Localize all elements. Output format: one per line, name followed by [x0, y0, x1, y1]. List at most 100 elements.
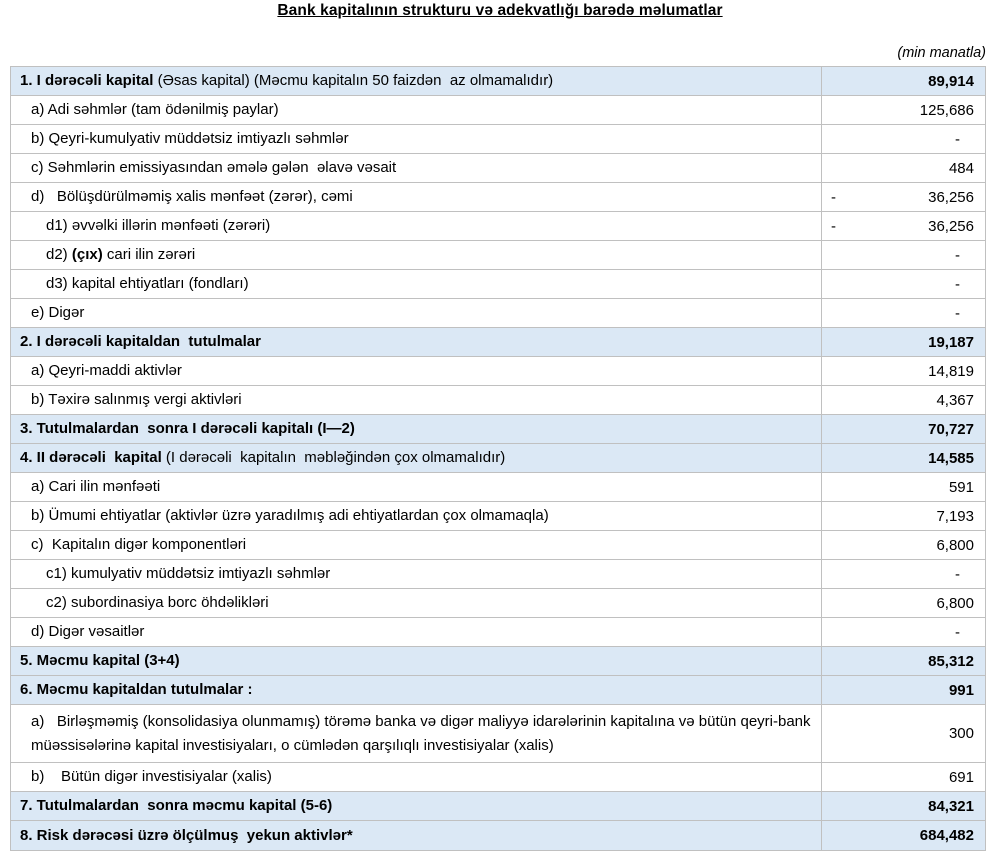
row-label-part: 7. Tutulmalardan sonra məcmu kapital (5-… [20, 797, 333, 815]
table-row: a) Adi səhmlər (tam ödənilmiş paylar) 125… [11, 96, 985, 125]
table-row: d2) (çıx) cari ilin zərəri - [11, 241, 985, 270]
row-label: b) Ümumi ehtiyatlar (aktivlər üzrə yarad… [11, 502, 821, 530]
row-value-number: 19,187 [928, 333, 974, 351]
row-value-number: 484 [948, 159, 974, 177]
table-row: a) Qeyri-maddi aktivlər 14,819 [11, 357, 985, 386]
row-label-text: d1) əvvəlki illərin mənfəəti (zərəri) [46, 214, 270, 237]
row-label-part: 3. Tutulmalardan sonra I dərəcəli kapita… [20, 420, 355, 438]
row-label: 5. Məcmu kapital (3+4) [11, 647, 821, 675]
row-label: 1. I dərəcəli kapital (Əsas kapital) (Mə… [11, 67, 821, 95]
row-label-text: 3. Tutulmalardan sonra I dərəcəli kapita… [20, 417, 355, 440]
row-label-text: e) Digər [31, 301, 84, 324]
table-row: c) Səhmlərin emissiyasından əmələ gələn … [11, 154, 985, 183]
row-label: b) Təxirə salınmış vergi aktivləri [11, 386, 821, 414]
row-label: c1) kumulyativ müddətsiz imtiyazlı səhml… [11, 560, 821, 588]
row-value-number: - [955, 275, 960, 293]
row-label-text: d2) (çıx) cari ilin zərəri [46, 243, 195, 266]
row-value: - [821, 560, 985, 588]
row-value-number: 6,800 [936, 536, 974, 554]
row-value: - [821, 241, 985, 269]
row-label-text: 7. Tutulmalardan sonra məcmu kapital (5-… [20, 794, 332, 817]
row-value: 991 [821, 676, 985, 704]
row-value: 591 [821, 473, 985, 501]
row-label-part: b) Ümumi ehtiyatlar (aktivlər üzrə yarad… [31, 507, 549, 525]
row-label-text: b) Təxirə salınmış vergi aktivləri [31, 388, 242, 411]
row-value-number: 991 [948, 681, 974, 699]
row-label-part: d3) kapital ehtiyatları (fondları) [46, 275, 249, 293]
row-label-text: d) Bölüşdürülməmiş xalis mənfəət (zərər)… [31, 185, 353, 208]
table-row: d1) əvvəlki illərin mənfəəti (zərəri) - 36… [11, 212, 985, 241]
row-value-number: 691 [948, 768, 974, 786]
row-label: 6. Məcmu kapitaldan tutulmalar : [11, 676, 821, 704]
row-label-text: d) Digər vəsaitlər [31, 620, 144, 643]
row-label-part: (I dərəcəli kapitalın məbləğindən çox ol… [165, 449, 506, 467]
table-row: 2. I dərəcəli kapitaldan tutulmalar 19,18… [11, 328, 985, 357]
row-label-part: a) Qeyri-maddi aktivlər [31, 362, 182, 380]
row-label-text: 8. Risk dərəcəsi üzrə ölçülmuş yekun akt… [20, 824, 353, 847]
capital-structure-table: 1. I dərəcəli kapital (Əsas kapital) (Mə… [10, 66, 986, 851]
row-label-text: a) Birləşməmiş (konsolidasiya olunmamış)… [31, 710, 815, 757]
row-label-text: a) Cari ilin mənfəəti [31, 475, 160, 498]
table-row: a) Birləşməmiş (konsolidasiya olunmamış)… [11, 705, 985, 763]
row-value: 84,321 [821, 792, 985, 820]
row-label: d) Bölüşdürülməmiş xalis mənfəət (zərər)… [11, 183, 821, 211]
row-label: 7. Tutulmalardan sonra məcmu kapital (5-… [11, 792, 821, 820]
row-value-number: 4,367 [936, 391, 974, 409]
row-label-text: 4. II dərəcəli kapital (I dərəcəli kapit… [20, 446, 505, 469]
row-value: 70,727 [821, 415, 985, 443]
row-value: 6,800 [821, 589, 985, 617]
row-value-number: - [955, 130, 960, 148]
row-label: b) Qeyri-kumulyativ müddətsiz imtiyazlı … [11, 125, 821, 153]
row-label: e) Digər [11, 299, 821, 327]
row-value-number: 70,727 [928, 420, 974, 438]
row-label-part: d2) [46, 246, 72, 264]
row-label-text: 1. I dərəcəli kapital (Əsas kapital) (Mə… [20, 69, 553, 92]
row-value-number: 36,256 [928, 188, 974, 206]
row-label: 4. II dərəcəli kapital (I dərəcəli kapit… [11, 444, 821, 472]
row-value-number: 125,686 [919, 101, 974, 119]
row-label-text: a) Qeyri-maddi aktivlər [31, 359, 182, 382]
row-label-text: b) Bütün digər investisiyalar (xalis) [31, 765, 272, 788]
row-value-number: - [955, 565, 960, 583]
table-row: 4. II dərəcəli kapital (I dərəcəli kapit… [11, 444, 985, 473]
row-value-number: 85,312 [928, 652, 974, 670]
row-label-part: e) Digər [31, 304, 85, 322]
row-label-text: a) Adi səhmlər (tam ödənilmiş paylar) [31, 98, 279, 121]
table-row: 1. I dərəcəli kapital (Əsas kapital) (Mə… [11, 67, 985, 96]
negative-sign: - [831, 188, 836, 206]
table-row: 5. Məcmu kapital (3+4) 85,312 [11, 647, 985, 676]
row-label-part: 5. Məcmu kapital (3+4) [20, 652, 180, 670]
row-label-part: (Əsas kapital) (Məcmu kapitalın 50 faizd… [157, 72, 554, 90]
table-row: 6. Məcmu kapitaldan tutulmalar : 991 [11, 676, 985, 705]
row-value-number: 300 [948, 725, 974, 742]
row-value: 14,585 [821, 444, 985, 472]
row-label: c2) subordinasiya borc öhdəlikləri [11, 589, 821, 617]
table-row: b) Ümumi ehtiyatlar (aktivlər üzrə yarad… [11, 502, 985, 531]
row-value-number: - [955, 246, 960, 264]
row-label: a) Qeyri-maddi aktivlər [11, 357, 821, 385]
row-label: 8. Risk dərəcəsi üzrə ölçülmuş yekun akt… [11, 821, 821, 850]
table-row: 7. Tutulmalardan sonra məcmu kapital (5-… [11, 792, 985, 821]
row-value: 85,312 [821, 647, 985, 675]
row-value-number: 14,819 [928, 362, 974, 380]
row-label-text: d3) kapital ehtiyatları (fondları) [46, 272, 249, 295]
row-label-part: 8. Risk dərəcəsi üzrə ölçülmuş yekun akt… [20, 826, 353, 844]
row-label: a) Adi səhmlər (tam ödənilmiş paylar) [11, 96, 821, 124]
row-value: 125,686 [821, 96, 985, 124]
row-label-part: d) Digər vəsaitlər [31, 623, 145, 641]
row-label: b) Bütün digər investisiyalar (xalis) [11, 763, 821, 791]
row-label: d) Digər vəsaitlər [11, 618, 821, 646]
row-label-part: a) Cari ilin mənfəəti [31, 478, 161, 496]
row-label-text: 2. I dərəcəli kapitaldan tutulmalar [20, 330, 261, 353]
table-row: d) Digər vəsaitlər - [11, 618, 985, 647]
row-value: 300 [821, 705, 985, 762]
row-label-text: c2) subordinasiya borc öhdəlikləri [46, 591, 269, 614]
row-label: 3. Tutulmalardan sonra I dərəcəli kapita… [11, 415, 821, 443]
row-value-number: 6,800 [936, 594, 974, 612]
unit-note: (min manatla) [897, 45, 986, 61]
row-label: d3) kapital ehtiyatları (fondları) [11, 270, 821, 298]
row-label: a) Cari ilin mənfəəti [11, 473, 821, 501]
row-value: - [821, 270, 985, 298]
row-value: - [821, 125, 985, 153]
row-label-part: c) Kapitalın digər komponentləri [31, 536, 247, 554]
